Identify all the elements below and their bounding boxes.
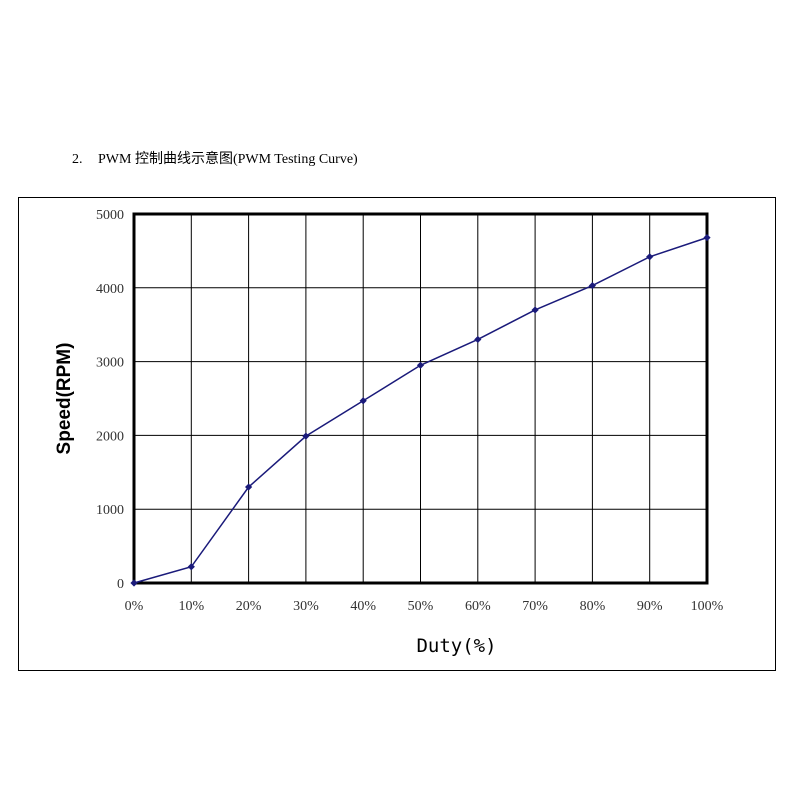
figure-caption: 2. PWM 控制曲线示意图(PWM Testing Curve) (72, 148, 358, 168)
data-point (187, 563, 195, 571)
y-tick-labels: 0 1000 2000 3000 4000 5000 (96, 208, 124, 592)
series-layer (130, 234, 711, 587)
x-tick-label: 30% (293, 599, 319, 614)
y-axis-label: Speed(RPM) (54, 343, 75, 455)
x-tick-label: 40% (350, 599, 376, 614)
data-point (416, 361, 425, 369)
x-tick-label: 80% (580, 599, 606, 614)
data-point (646, 253, 654, 261)
x-tick-label: 0% (125, 599, 144, 614)
x-tick-label: 20% (236, 599, 262, 614)
x-axis-label: Duty(%) (416, 635, 496, 657)
x-tick-label: 60% (465, 599, 491, 614)
x-tick-label: 50% (408, 599, 434, 614)
data-point (245, 483, 253, 491)
y-tick-label: 3000 (96, 356, 124, 371)
data-point (531, 306, 539, 314)
x-tick-label: 100% (691, 599, 724, 614)
figure-frame (18, 197, 776, 671)
y-tick-label: 2000 (96, 429, 124, 444)
data-point (474, 335, 482, 344)
data-point (703, 234, 711, 242)
caption-text: PWM 控制曲线示意图(PWM Testing Curve) (98, 152, 358, 167)
x-tick-labels: 0% 10% 20% 30% 40% 50% 60% 70% 80% 90% 100% (125, 599, 724, 614)
data-point (359, 397, 367, 405)
x-tick-label: 90% (637, 599, 663, 614)
data-point (302, 432, 310, 440)
y-tick-label: 0 (117, 577, 124, 592)
caption-number: 2. (72, 152, 83, 167)
y-tick-label: 1000 (96, 503, 124, 518)
y-tick-label: 5000 (96, 208, 124, 223)
x-tick-label: 70% (522, 599, 548, 614)
x-tick-label: 10% (178, 599, 204, 614)
plot-border (132, 212, 709, 585)
data-point (588, 281, 596, 290)
data-point (130, 579, 138, 587)
y-tick-label: 4000 (96, 282, 124, 297)
